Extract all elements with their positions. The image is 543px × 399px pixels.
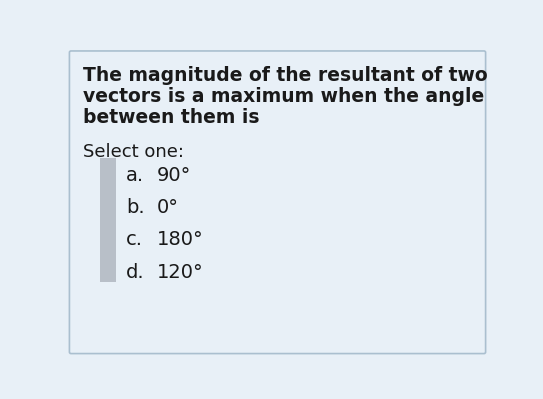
- Text: a.: a.: [126, 166, 144, 185]
- Text: 0°: 0°: [157, 198, 179, 217]
- Text: b.: b.: [126, 198, 144, 217]
- Text: vectors is a maximum when the angle: vectors is a maximum when the angle: [84, 87, 484, 106]
- Text: d.: d.: [126, 263, 144, 282]
- Text: between them is: between them is: [84, 108, 260, 127]
- Text: c.: c.: [126, 230, 143, 249]
- Text: 120°: 120°: [157, 263, 204, 282]
- Text: 90°: 90°: [157, 166, 191, 185]
- Text: Select one:: Select one:: [84, 142, 185, 160]
- FancyBboxPatch shape: [70, 51, 485, 354]
- Text: The magnitude of the resultant of two: The magnitude of the resultant of two: [84, 66, 488, 85]
- Text: 180°: 180°: [157, 230, 204, 249]
- Bar: [100, 158, 116, 282]
